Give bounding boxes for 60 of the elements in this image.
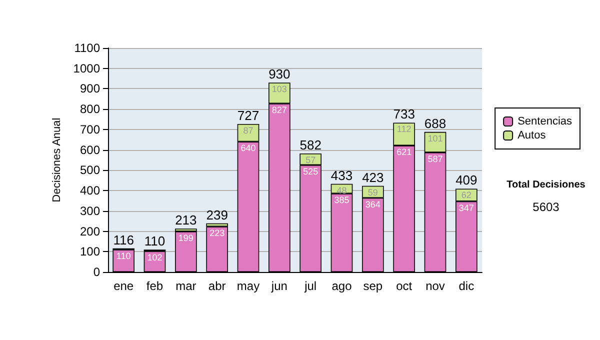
x-tick-label: ene bbox=[114, 279, 134, 293]
data-label: 587 bbox=[428, 154, 443, 164]
legend-label: Autos bbox=[518, 130, 546, 142]
data-label: 385 bbox=[334, 195, 350, 206]
x-tick-label: oct bbox=[396, 279, 413, 293]
data-label: 640 bbox=[240, 143, 256, 154]
total-label: 423 bbox=[362, 170, 384, 185]
x-tick-label: feb bbox=[146, 279, 164, 293]
data-label: 59 bbox=[368, 187, 378, 198]
y-tick-label: 500 bbox=[80, 163, 100, 178]
x-tick-label: abr bbox=[208, 279, 226, 293]
y-tick-label: 400 bbox=[80, 184, 100, 198]
total-label: 582 bbox=[300, 137, 322, 152]
total-label: 733 bbox=[393, 106, 415, 122]
y-tick-label: 1100 bbox=[74, 41, 100, 55]
y-tick-label: 1000 bbox=[73, 61, 100, 76]
y-tick-label: 900 bbox=[80, 82, 100, 96]
text: Total Decisiones bbox=[506, 180, 586, 190]
data-label: 364 bbox=[365, 199, 380, 210]
data-label: 57 bbox=[306, 154, 316, 165]
data-label: 62 bbox=[461, 190, 472, 200]
y-tick-label: 300 bbox=[80, 204, 100, 218]
data-label: 347 bbox=[458, 202, 474, 213]
data-label: 223 bbox=[210, 228, 225, 238]
data-label: 87 bbox=[243, 125, 254, 136]
data-label: 621 bbox=[396, 147, 412, 158]
data-label: 525 bbox=[303, 166, 318, 177]
total-label: 433 bbox=[330, 168, 353, 183]
data-label: 103 bbox=[272, 84, 287, 94]
x-tick-label: dic bbox=[458, 279, 474, 293]
data-label: 112 bbox=[396, 124, 412, 134]
y-tick-label: 100 bbox=[80, 244, 100, 259]
x-tick-label: jul bbox=[304, 279, 317, 293]
total-label: 116 bbox=[113, 232, 134, 248]
legend-label: Sentencias bbox=[518, 116, 572, 128]
data-label: 102 bbox=[147, 252, 162, 263]
data-label: 199 bbox=[178, 232, 194, 243]
total-label: 213 bbox=[175, 212, 197, 228]
y-tick-label: 700 bbox=[80, 122, 100, 136]
x-tick-label: may bbox=[236, 279, 260, 293]
y-tick-label: 200 bbox=[80, 224, 100, 238]
total-label: 930 bbox=[268, 66, 290, 82]
x-tick-label: sep bbox=[363, 279, 383, 293]
data-label: 101 bbox=[428, 133, 443, 144]
total-label: 239 bbox=[206, 207, 228, 222]
y-tick-label: 0 bbox=[93, 265, 100, 279]
data-label: 110 bbox=[116, 251, 131, 262]
y-tick-label: 800 bbox=[80, 102, 100, 116]
total-label: 688 bbox=[424, 116, 446, 131]
data-label: 827 bbox=[272, 105, 287, 116]
x-tick-label: nov bbox=[426, 279, 445, 293]
x-tick-label: jun bbox=[270, 279, 288, 293]
x-tick-label: mar bbox=[176, 279, 196, 293]
text: 5603 bbox=[532, 200, 560, 214]
total-label: 110 bbox=[144, 234, 166, 249]
x-tick-label: ago bbox=[332, 279, 352, 293]
y-axis-title: Decisiones Anual bbox=[50, 118, 63, 202]
total-label: 727 bbox=[237, 108, 260, 123]
y-tick-label: 600 bbox=[80, 142, 100, 157]
total-label: 409 bbox=[456, 172, 478, 188]
